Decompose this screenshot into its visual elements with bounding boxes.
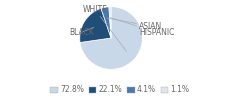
Legend: 72.8%, 22.1%, 4.1%, 1.1%: 72.8%, 22.1%, 4.1%, 1.1% [50,85,190,95]
Text: HISPANIC: HISPANIC [110,18,175,37]
Text: BLACK: BLACK [69,27,94,37]
Text: ASIAN: ASIAN [107,18,162,31]
Wedge shape [101,7,111,38]
Text: WHITE: WHITE [82,5,126,51]
Wedge shape [80,8,111,42]
Wedge shape [80,7,142,69]
Wedge shape [109,7,111,38]
